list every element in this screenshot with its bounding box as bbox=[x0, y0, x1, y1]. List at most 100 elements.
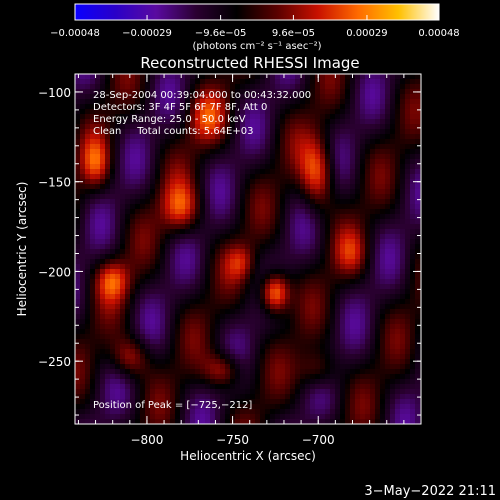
heatmap-cell bbox=[290, 244, 296, 250]
heatmap-cell bbox=[340, 324, 346, 330]
heatmap-cell bbox=[165, 74, 171, 80]
heatmap-cell bbox=[200, 284, 206, 290]
heatmap-cell bbox=[135, 119, 141, 125]
heatmap-cell bbox=[230, 279, 236, 285]
heatmap-cell bbox=[220, 129, 226, 135]
heatmap-cell bbox=[130, 214, 136, 220]
heatmap-cell bbox=[415, 84, 421, 90]
heatmap-cell bbox=[260, 119, 266, 125]
heatmap-cell bbox=[170, 114, 176, 120]
heatmap-cell bbox=[125, 254, 131, 260]
heatmap-cell bbox=[270, 139, 276, 145]
heatmap-cell bbox=[195, 149, 201, 155]
heatmap-cell bbox=[270, 239, 276, 245]
heatmap-cell bbox=[220, 74, 226, 80]
heatmap-cell bbox=[270, 129, 276, 135]
heatmap-cell bbox=[245, 319, 251, 325]
heatmap-cell bbox=[170, 284, 176, 290]
heatmap-cell bbox=[290, 274, 296, 280]
heatmap-cell bbox=[370, 284, 376, 290]
heatmap-cell bbox=[345, 99, 351, 105]
heatmap-cell bbox=[410, 209, 416, 215]
heatmap-cell bbox=[365, 374, 371, 380]
heatmap-cell bbox=[180, 129, 186, 135]
heatmap-cell bbox=[410, 159, 416, 165]
heatmap-cell bbox=[335, 384, 341, 390]
heatmap-cell bbox=[145, 349, 151, 355]
heatmap-cell bbox=[345, 319, 351, 325]
heatmap-cell bbox=[235, 199, 241, 205]
heatmap-cell bbox=[200, 179, 206, 185]
heatmap-cell bbox=[215, 394, 221, 400]
heatmap-cell bbox=[325, 284, 331, 290]
heatmap-cell bbox=[265, 394, 271, 400]
heatmap-cell bbox=[255, 419, 261, 425]
heatmap-cell bbox=[380, 334, 386, 340]
heatmap-cell bbox=[255, 389, 261, 395]
heatmap-cell bbox=[340, 134, 346, 140]
heatmap-cell bbox=[335, 314, 341, 320]
heatmap-cell bbox=[390, 269, 396, 275]
heatmap-cell bbox=[345, 244, 351, 250]
heatmap-cell bbox=[245, 304, 251, 310]
heatmap-cell bbox=[225, 254, 231, 260]
heatmap-cell bbox=[340, 169, 346, 175]
heatmap-cell bbox=[195, 129, 201, 135]
heatmap-cell bbox=[275, 274, 281, 280]
heatmap-cell bbox=[300, 224, 306, 230]
heatmap-cell bbox=[300, 184, 306, 190]
heatmap-cell bbox=[305, 339, 311, 345]
heatmap-cell bbox=[75, 404, 81, 410]
heatmap-cell bbox=[315, 99, 321, 105]
heatmap-cell bbox=[320, 309, 326, 315]
heatmap-cell bbox=[250, 169, 256, 175]
heatmap-cell bbox=[115, 369, 121, 375]
heatmap-cell bbox=[320, 369, 326, 375]
heatmap-cell bbox=[145, 354, 151, 360]
heatmap-cell bbox=[285, 119, 291, 125]
heatmap-cell bbox=[345, 194, 351, 200]
heatmap-cell bbox=[300, 279, 306, 285]
heatmap-cell bbox=[75, 259, 81, 265]
heatmap-cell bbox=[310, 299, 316, 305]
heatmap-cell bbox=[365, 194, 371, 200]
heatmap-cell bbox=[340, 209, 346, 215]
heatmap-cell bbox=[130, 94, 136, 100]
heatmap-cell bbox=[335, 84, 341, 90]
heatmap-cell bbox=[330, 119, 336, 125]
heatmap-cell bbox=[205, 134, 211, 140]
heatmap-cell bbox=[300, 329, 306, 335]
heatmap-cell bbox=[285, 209, 291, 215]
heatmap-cell bbox=[330, 299, 336, 305]
heatmap-cell bbox=[110, 184, 116, 190]
heatmap-cell bbox=[185, 164, 191, 170]
heatmap-cell bbox=[140, 199, 146, 205]
heatmap-cell bbox=[370, 354, 376, 360]
heatmap-cell bbox=[135, 314, 141, 320]
heatmap-cell bbox=[375, 149, 381, 155]
heatmap-cell bbox=[230, 194, 236, 200]
heatmap-cell bbox=[250, 84, 256, 90]
heatmap-cell bbox=[160, 194, 166, 200]
heatmap-cell bbox=[300, 369, 306, 375]
heatmap-cell bbox=[330, 189, 336, 195]
heatmap-cell bbox=[415, 344, 421, 350]
heatmap-cell bbox=[275, 179, 281, 185]
heatmap-cell bbox=[310, 129, 316, 135]
heatmap-cell bbox=[415, 274, 421, 280]
heatmap-cell bbox=[235, 264, 241, 270]
heatmap-cell bbox=[195, 374, 201, 380]
heatmap-cell bbox=[245, 219, 251, 225]
heatmap-cell bbox=[305, 259, 311, 265]
heatmap-cell bbox=[410, 359, 416, 365]
heatmap-cell bbox=[250, 229, 256, 235]
heatmap-cell bbox=[125, 349, 131, 355]
heatmap-cell bbox=[360, 349, 366, 355]
heatmap-cell bbox=[230, 344, 236, 350]
heatmap-cell bbox=[190, 209, 196, 215]
heatmap-cell bbox=[190, 249, 196, 255]
heatmap-cell bbox=[110, 269, 116, 275]
heatmap-cell bbox=[240, 74, 246, 80]
heatmap-cell bbox=[160, 189, 166, 195]
heatmap-cell bbox=[375, 239, 381, 245]
